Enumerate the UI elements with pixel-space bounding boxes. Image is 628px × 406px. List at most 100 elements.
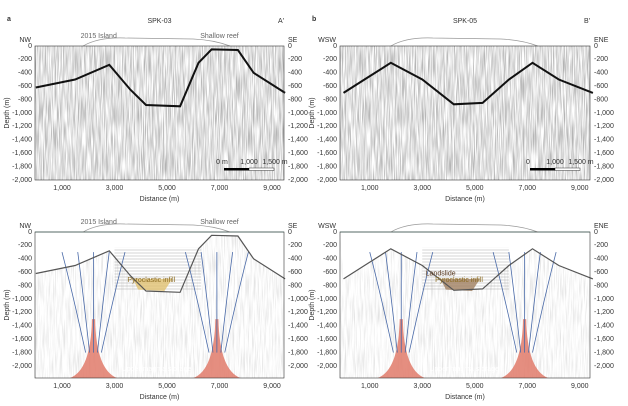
y-tick-label-right: -600 xyxy=(594,83,608,90)
frame xyxy=(339,231,591,379)
y-tick-label-right: -1,200 xyxy=(288,309,308,316)
y-tick-label-right: 0 xyxy=(288,229,292,236)
y-tick-label: -400 xyxy=(323,70,337,77)
y-tick-label-right: -1,600 xyxy=(594,336,614,343)
annotation: Upper magma storage xyxy=(122,366,192,373)
y-tick-label-right: -1,200 xyxy=(594,123,614,130)
scale-bar-2 xyxy=(554,167,581,171)
direction-right: SE xyxy=(288,37,298,44)
y-tick-label-right: -800 xyxy=(288,282,302,289)
panel: 0 0 -200 -200 -400 -400 -600 -600 -800 -800 -1,000… xyxy=(4,16,308,203)
y-tick-label-right: -400 xyxy=(594,70,608,77)
y-tick-label: -400 xyxy=(323,256,337,263)
y-tick-label-right: -200 xyxy=(288,56,302,63)
y-tick-label: -600 xyxy=(323,269,337,276)
x-tick-label: 7,000 xyxy=(518,185,536,192)
y-tick-label-right: -200 xyxy=(594,56,608,63)
y-tick-label: -1,400 xyxy=(12,323,32,330)
annotation: Pyroclastic infill xyxy=(127,277,175,284)
frame xyxy=(34,45,285,181)
annotation: Upper magma storage xyxy=(429,366,499,373)
scale-label: 1,000 xyxy=(546,159,564,166)
y-tick-label: -200 xyxy=(18,56,32,63)
annotation: 2015 Island xyxy=(81,33,117,40)
y-tick-label-right: -600 xyxy=(594,269,608,276)
y-tick-label-right: 0 xyxy=(288,43,292,50)
sea-surface-outline xyxy=(390,223,538,233)
y-tick-label: -1,400 xyxy=(317,323,337,330)
direction-right: ENE xyxy=(594,223,609,230)
y-tick-label-right: -1,800 xyxy=(288,349,308,356)
y-tick-label: -1,200 xyxy=(12,309,32,316)
dike xyxy=(77,252,90,353)
direction-left: NW xyxy=(19,223,31,230)
y-tick-label: -1,800 xyxy=(12,163,32,170)
seafloor xyxy=(35,48,286,108)
x-tick-label: 7,000 xyxy=(211,383,229,390)
y-tick-label: -200 xyxy=(323,56,337,63)
sea-surface-outline xyxy=(390,37,538,47)
y-tick-label-right: -1,400 xyxy=(288,137,308,144)
profile-title: SPK-05 xyxy=(453,18,477,25)
annotation: Shallow reef xyxy=(200,33,239,40)
y-tick-label-right: -1,800 xyxy=(594,163,614,170)
y-tick-label-right: -2,000 xyxy=(594,177,614,184)
y-tick-label: -600 xyxy=(18,83,32,90)
y-tick-label: -400 xyxy=(18,70,32,77)
scale-label: 1,000 xyxy=(240,159,258,166)
sea-surface-outline xyxy=(82,37,231,47)
y-tick-label-right: -800 xyxy=(288,96,302,103)
y-tick-label-right: -1,000 xyxy=(594,110,614,117)
frame xyxy=(339,45,591,181)
y-tick-label: -1,200 xyxy=(317,309,337,316)
y-tick-label: 0 xyxy=(28,229,32,236)
dike xyxy=(385,252,398,353)
y-tick-label: -1,000 xyxy=(12,296,32,303)
y-tick-label-right: -1,400 xyxy=(594,137,614,144)
x-tick-label: 1,000 xyxy=(53,185,71,192)
x-tick-label: 9,000 xyxy=(571,185,589,192)
y-tick-label-right: -1,400 xyxy=(288,323,308,330)
y-tick-label: -2,000 xyxy=(12,363,32,370)
x-tick-label: 1,000 xyxy=(361,185,379,192)
y-tick-label: -1,000 xyxy=(12,110,32,117)
y-tick-label-right: -600 xyxy=(288,83,302,90)
profile-title: SPK-03 xyxy=(147,18,171,25)
y-tick-label-right: 0 xyxy=(594,229,598,236)
y-tick-label: -1,600 xyxy=(12,336,32,343)
direction-right: SE xyxy=(288,223,298,230)
y-tick-label: 0 xyxy=(333,229,337,236)
y-tick-label-right: -1,000 xyxy=(288,296,308,303)
y-tick-label: -1,400 xyxy=(317,137,337,144)
y-tick-label-right: 0 xyxy=(594,43,598,50)
x-tick-label: 9,000 xyxy=(263,383,281,390)
x-axis-label: Distance (m) xyxy=(140,196,180,203)
scale-label: 0 xyxy=(526,159,530,166)
y-tick-label-right: -1,200 xyxy=(594,309,614,316)
y-tick-label-right: -400 xyxy=(594,256,608,263)
y-tick-label-right: -1,400 xyxy=(594,323,614,330)
y-tick-label: -800 xyxy=(323,96,337,103)
x-tick-label: 1,000 xyxy=(53,383,71,390)
x-axis-label: Distance (m) xyxy=(140,394,180,401)
scale-label: 1,500 m xyxy=(262,159,287,166)
y-tick-label-right: -1,000 xyxy=(288,110,308,117)
panel-letter: b xyxy=(312,16,316,23)
direction-right: ENE xyxy=(594,37,609,44)
annotation: Pyroclastic infill xyxy=(435,277,483,284)
sea-surface-outline xyxy=(82,223,231,233)
dike xyxy=(200,252,214,353)
panel: 0 0 -200 -200 -400 -400 -600 -600 -800 -800 -1,000… xyxy=(4,219,308,401)
x-axis-label: Distance (m) xyxy=(445,394,485,401)
frame xyxy=(34,231,285,379)
y-tick-label: -1,200 xyxy=(317,123,337,130)
annotation: Landslide xyxy=(426,270,456,277)
y-tick-label: -2,000 xyxy=(12,177,32,184)
y-tick-label-right: -1,600 xyxy=(288,336,308,343)
y-tick-label: -800 xyxy=(18,96,32,103)
x-tick-label: 5,000 xyxy=(466,185,484,192)
dike xyxy=(408,251,434,353)
x-tick-label: 3,000 xyxy=(106,185,124,192)
y-tick-label: -1,000 xyxy=(317,110,337,117)
y-tick-label-right: -1,800 xyxy=(594,349,614,356)
